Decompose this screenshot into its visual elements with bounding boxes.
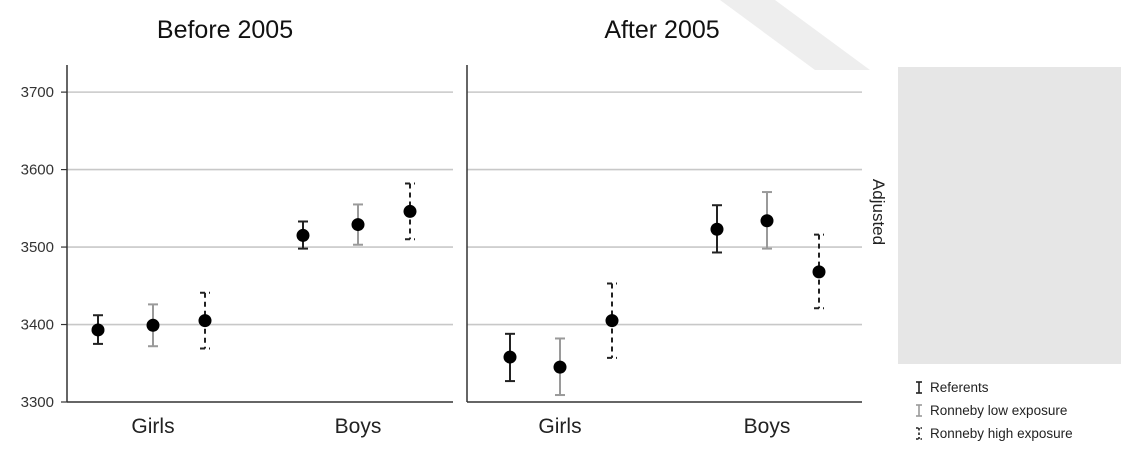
category-label-p1-boys: Boys xyxy=(744,415,791,438)
data-point xyxy=(91,323,105,337)
watermark-shape xyxy=(720,0,870,70)
errorbar-group-p1-referents-0 xyxy=(503,332,517,383)
data-point xyxy=(710,222,724,236)
errorbar-group-p0-ronneby-low-exposure-0 xyxy=(146,303,160,348)
legend-label: Ronneby low exposure xyxy=(930,403,1067,418)
legend-item-ronneby-low-exposure: Ronneby low exposure xyxy=(916,403,1067,418)
errorbar-group-p0-ronneby-high-exposure-1 xyxy=(403,182,417,241)
y-tick-label-3300: 3300 xyxy=(21,394,54,411)
data-point xyxy=(503,350,517,364)
category-labels: Girls Boys Girls Boys xyxy=(131,415,790,438)
y-tick-label-3600: 3600 xyxy=(21,162,54,179)
errorbar-group-p1-ronneby-low-exposure-1 xyxy=(760,191,774,250)
data-point xyxy=(760,214,774,228)
panel-title-0: Before 2005 xyxy=(157,16,293,44)
errorbar-group-p0-referents-0 xyxy=(91,314,105,345)
errorbar-group-p0-referents-1 xyxy=(296,220,310,250)
errorbar-group-p0-ronneby-high-exposure-0 xyxy=(198,291,212,350)
errorbar-group-p1-ronneby-high-exposure-0 xyxy=(605,282,619,359)
y-tick-label-3400: 3400 xyxy=(21,317,54,334)
category-label-p1-girls: Girls xyxy=(538,415,581,438)
data-point xyxy=(812,265,826,279)
side-panel-box xyxy=(898,67,1121,364)
panel-title-1: After 2005 xyxy=(604,16,719,44)
side-panel: Adjusted xyxy=(869,67,1121,364)
y-tick-label-3700: 3700 xyxy=(21,84,54,101)
data-point xyxy=(403,204,417,218)
data-marks xyxy=(91,182,826,397)
panel-titles: Before 2005 After 2005 xyxy=(157,16,720,44)
y-tick-label-3500: 3500 xyxy=(21,239,54,256)
legend-label: Ronneby high exposure xyxy=(930,426,1073,441)
data-point xyxy=(605,314,619,328)
legend-label: Referents xyxy=(930,380,989,395)
legend: Referents Ronneby low exposure Ronneby hig… xyxy=(916,380,1073,441)
data-point xyxy=(351,218,365,232)
legend-item-referents: Referents xyxy=(916,380,989,395)
errorbar-group-p0-ronneby-low-exposure-1 xyxy=(351,203,365,246)
side-panel-label: Adjusted xyxy=(869,179,888,245)
data-point xyxy=(553,360,567,374)
category-label-p0-boys: Boys xyxy=(335,415,382,438)
errorbar-group-p1-ronneby-low-exposure-0 xyxy=(553,337,567,397)
y-tick-labels: 3300 3400 3500 3600 3700 xyxy=(21,84,67,411)
errorbar-group-p1-ronneby-high-exposure-1 xyxy=(812,233,826,310)
data-point xyxy=(198,314,212,328)
axes xyxy=(66,65,862,403)
errorbar-group-p1-referents-1 xyxy=(710,204,724,254)
data-point xyxy=(146,318,160,332)
category-label-p0-girls: Girls xyxy=(131,415,174,438)
legend-item-ronneby-high-exposure: Ronneby high exposure xyxy=(916,426,1073,441)
watermark-stripe xyxy=(720,0,870,70)
data-point xyxy=(296,228,310,242)
gridlines xyxy=(67,91,862,326)
